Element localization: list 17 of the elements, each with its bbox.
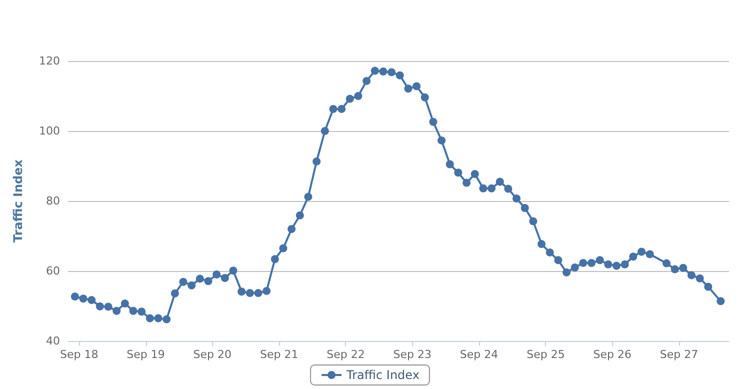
x-tick-label: Sep 21 [260, 348, 298, 361]
x-tick-label: Sep 18 [60, 348, 98, 361]
x-tick-label: Sep 19 [126, 348, 165, 361]
y-tick-label: 100 [39, 124, 60, 138]
x-tick-label: Sep 20 [193, 348, 232, 361]
y-axis-title: Traffic Index [11, 159, 25, 243]
x-tick-label: Sep 22 [326, 348, 365, 361]
x-tick-label: Sep 24 [460, 348, 498, 361]
x-tick-label: Sep 26 [593, 348, 632, 361]
x-tick-label: Sep 25 [526, 348, 565, 361]
x-tick-label: Sep 23 [393, 348, 432, 361]
y-tick-label: 60 [46, 264, 60, 278]
legend-label: Traffic Index [346, 368, 420, 382]
y-tick-label: 120 [39, 54, 60, 68]
x-tick-label: Sep 27 [660, 348, 698, 361]
y-tick-label: 40 [46, 334, 60, 348]
y-tick-label: 80 [46, 194, 60, 208]
